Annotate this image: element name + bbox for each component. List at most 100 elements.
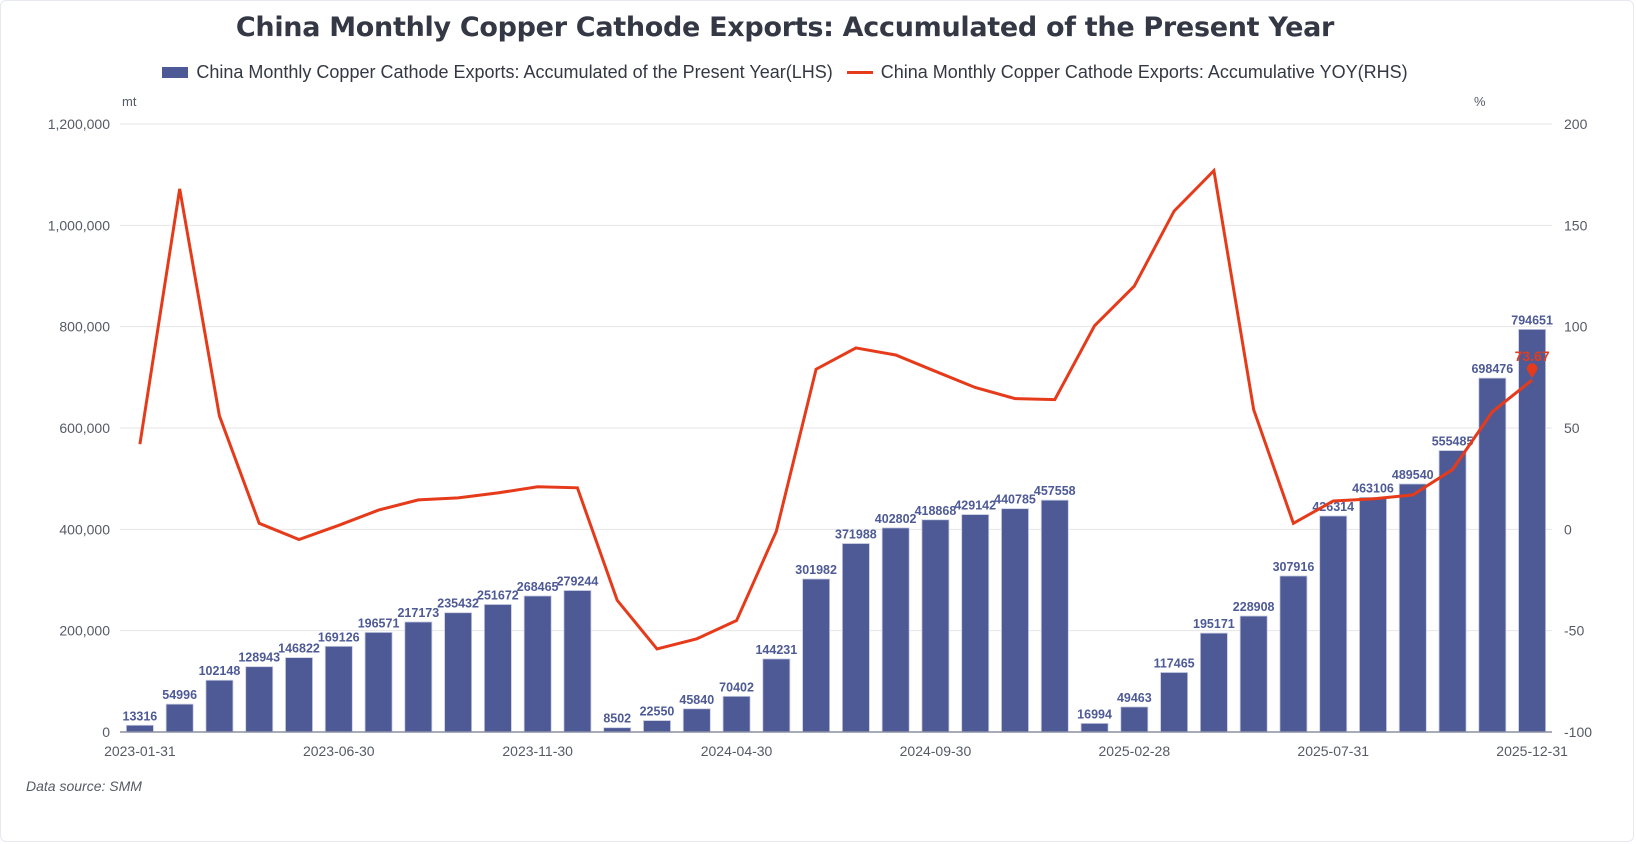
left-axis-ticks: 0 200,000 400,000 600,000 800,000 1,000,000 1,… bbox=[48, 116, 111, 740]
bar bbox=[921, 519, 950, 733]
bar bbox=[245, 666, 274, 733]
bar-value-label: 426314 bbox=[1312, 500, 1354, 514]
x-tick-label: 2025-12-31 bbox=[1496, 743, 1568, 759]
legend-label-exports: China Monthly Copper Cathode Exports: Ac… bbox=[196, 62, 833, 82]
bar-value-label: 102148 bbox=[199, 664, 241, 678]
bar bbox=[643, 720, 671, 733]
yoy-line bbox=[138, 167, 1534, 651]
bar-swatch-icon bbox=[162, 67, 189, 78]
bar-value-label: 128943 bbox=[238, 651, 280, 665]
bar-value-label: 8502 bbox=[603, 712, 631, 726]
bar bbox=[1518, 328, 1547, 733]
bar-value-label: 440785 bbox=[994, 493, 1036, 507]
right-tick-label: -100 bbox=[1564, 724, 1592, 740]
left-tick-label: 200,000 bbox=[59, 623, 110, 639]
bar bbox=[563, 590, 592, 733]
bar bbox=[444, 612, 473, 733]
bar-value-label: 555485 bbox=[1432, 435, 1474, 449]
left-tick-label: 1,200,000 bbox=[48, 116, 110, 132]
line-series: 73.67 bbox=[138, 167, 1550, 651]
bar-value-label: 698476 bbox=[1471, 362, 1513, 376]
bar-value-label: 22550 bbox=[640, 705, 675, 719]
bar bbox=[523, 595, 552, 733]
x-tick-label: 2024-04-30 bbox=[701, 743, 773, 759]
bar bbox=[324, 645, 353, 733]
bar-value-label: 429142 bbox=[954, 499, 996, 513]
x-tick-label: 2023-11-30 bbox=[502, 743, 573, 759]
bar-value-label: 279244 bbox=[557, 575, 599, 589]
bar-value-label: 217173 bbox=[397, 606, 439, 620]
bar bbox=[1398, 483, 1427, 733]
bar-value-label: 371988 bbox=[835, 528, 877, 542]
bar bbox=[1040, 499, 1069, 733]
bar bbox=[841, 543, 870, 733]
bar-series bbox=[125, 328, 1547, 733]
bar-value-label: 13316 bbox=[123, 709, 158, 723]
bar bbox=[285, 657, 313, 733]
bar-value-label: 268465 bbox=[517, 580, 559, 594]
bar-value-label: 463106 bbox=[1352, 481, 1394, 495]
bar bbox=[762, 658, 791, 733]
bar-value-label: 418868 bbox=[915, 504, 957, 518]
bar-value-label: 301982 bbox=[795, 563, 837, 577]
bar bbox=[1199, 632, 1228, 733]
left-tick-label: 400,000 bbox=[59, 521, 110, 537]
line-swatch-icon bbox=[846, 71, 873, 74]
bar-value-label: 251672 bbox=[477, 588, 519, 602]
legend-item-exports[interactable]: China Monthly Copper Cathode Exports: Ac… bbox=[162, 62, 833, 83]
bar bbox=[483, 604, 512, 733]
bar-value-label: 45840 bbox=[679, 693, 714, 707]
bar-value-label: 196571 bbox=[358, 616, 400, 630]
bar bbox=[961, 514, 990, 733]
gridlines bbox=[120, 123, 1552, 632]
bar-labels: 13316 54996102148128943146822169126196571… bbox=[123, 313, 1554, 725]
left-tick-label: 800,000 bbox=[59, 319, 110, 335]
bar-value-label: 228908 bbox=[1233, 600, 1275, 614]
bar-value-label: 169126 bbox=[318, 630, 360, 644]
bar bbox=[165, 703, 194, 733]
right-axis-unit: % bbox=[1474, 94, 1486, 109]
left-tick-label: 600,000 bbox=[59, 420, 110, 436]
bar bbox=[1001, 508, 1029, 733]
bar bbox=[1239, 615, 1268, 733]
bar-value-label: 70402 bbox=[719, 680, 754, 694]
bar bbox=[1080, 722, 1109, 733]
bar bbox=[1478, 377, 1507, 733]
right-tick-label: 100 bbox=[1564, 319, 1588, 335]
bar bbox=[125, 724, 154, 733]
x-axis: 2023-01-31 2023-06-30 2023-11-30 2024-04-30… bbox=[104, 731, 1568, 759]
bar bbox=[1160, 672, 1189, 733]
legend-label-yoy: China Monthly Copper Cathode Exports: Ac… bbox=[880, 62, 1408, 82]
bar bbox=[682, 708, 711, 733]
bar-value-label: 49463 bbox=[1117, 691, 1152, 705]
legend: China Monthly Copper Cathode Exports: Ac… bbox=[0, 62, 1570, 83]
chart-title: China Monthly Copper Cathode Exports: Ac… bbox=[235, 12, 1335, 43]
bar bbox=[1359, 496, 1387, 733]
last-point-marker-icon bbox=[1526, 363, 1538, 379]
left-tick-label: 0 bbox=[102, 724, 110, 740]
bar bbox=[205, 679, 234, 733]
right-tick-label: 200 bbox=[1564, 116, 1588, 132]
bar-value-label: 307916 bbox=[1273, 560, 1315, 574]
bar-value-label: 235432 bbox=[437, 597, 479, 611]
bar-value-label: 146822 bbox=[278, 642, 320, 656]
bar-value-label: 117465 bbox=[1154, 656, 1195, 670]
right-tick-label: 50 bbox=[1564, 420, 1580, 436]
bar bbox=[364, 632, 393, 733]
bar-value-label: 794651 bbox=[1511, 313, 1553, 327]
bar-value-label: 195171 bbox=[1193, 617, 1235, 631]
x-tick-label: 2025-07-31 bbox=[1297, 743, 1369, 759]
right-tick-label: 150 bbox=[1564, 217, 1588, 233]
bar bbox=[1438, 450, 1467, 733]
right-tick-label: 0 bbox=[1564, 521, 1572, 537]
right-axis-ticks: -100 -50 0 50 100 150 200 bbox=[1564, 116, 1592, 740]
bar-value-label: 16994 bbox=[1077, 707, 1112, 721]
legend-item-yoy[interactable]: China Monthly Copper Cathode Exports: Ac… bbox=[846, 62, 1408, 83]
x-tick-label: 2025-02-28 bbox=[1099, 743, 1171, 759]
left-tick-label: 1,000,000 bbox=[48, 217, 110, 233]
bar bbox=[1279, 575, 1308, 733]
bar bbox=[1319, 515, 1348, 733]
left-axis-unit: mt bbox=[122, 94, 137, 109]
